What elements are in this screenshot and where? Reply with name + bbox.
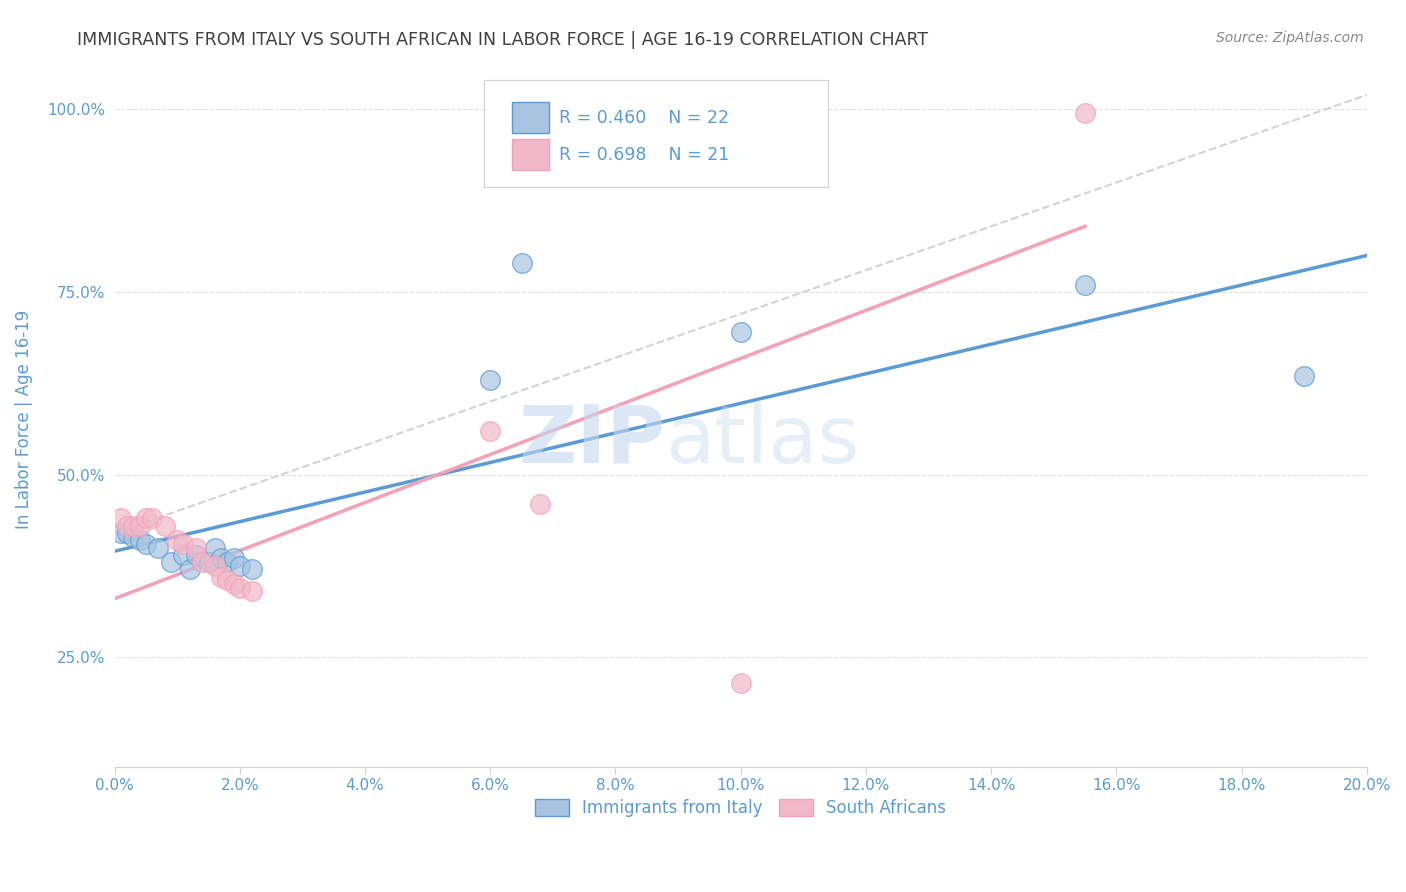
Point — [110, 525, 132, 540]
Point — [184, 548, 207, 562]
Point — [204, 558, 226, 573]
FancyBboxPatch shape — [512, 139, 550, 170]
Point — [229, 558, 252, 573]
Point — [479, 373, 502, 387]
Text: ZIP: ZIP — [519, 401, 665, 480]
Point — [148, 541, 170, 555]
Point — [222, 577, 245, 591]
Y-axis label: In Labor Force | Age 16-19: In Labor Force | Age 16-19 — [15, 310, 32, 529]
Point — [110, 511, 132, 525]
Legend: Immigrants from Italy, South Africans: Immigrants from Italy, South Africans — [529, 793, 953, 824]
Text: Source: ZipAtlas.com: Source: ZipAtlas.com — [1216, 31, 1364, 45]
Point — [1074, 277, 1097, 292]
Point — [122, 518, 145, 533]
Point — [529, 497, 551, 511]
Text: atlas: atlas — [665, 401, 860, 480]
Point — [209, 551, 232, 566]
FancyBboxPatch shape — [512, 102, 550, 133]
Point — [179, 562, 201, 576]
Point — [153, 518, 176, 533]
Point — [1074, 106, 1097, 120]
Point — [1294, 368, 1316, 383]
Point — [730, 675, 752, 690]
Point — [197, 555, 219, 569]
Point — [240, 584, 263, 599]
Point — [217, 555, 239, 569]
Point — [135, 537, 157, 551]
Point — [204, 541, 226, 555]
Point — [222, 551, 245, 566]
Point — [166, 533, 188, 548]
Point — [209, 570, 232, 584]
Point — [115, 525, 138, 540]
Point — [115, 518, 138, 533]
Point — [172, 537, 194, 551]
Point — [128, 518, 150, 533]
Point — [184, 541, 207, 555]
Point — [229, 581, 252, 595]
Text: R = 0.460    N = 22: R = 0.460 N = 22 — [560, 109, 730, 127]
Point — [479, 424, 502, 438]
Point — [172, 548, 194, 562]
Point — [240, 562, 263, 576]
Text: IMMIGRANTS FROM ITALY VS SOUTH AFRICAN IN LABOR FORCE | AGE 16-19 CORRELATION CH: IMMIGRANTS FROM ITALY VS SOUTH AFRICAN I… — [77, 31, 928, 49]
Point — [141, 511, 163, 525]
Point — [160, 555, 183, 569]
Point — [217, 574, 239, 588]
Point — [510, 256, 533, 270]
Point — [135, 511, 157, 525]
Point — [191, 555, 214, 569]
FancyBboxPatch shape — [484, 80, 828, 187]
Point — [122, 530, 145, 544]
Point — [128, 533, 150, 548]
Text: R = 0.698    N = 21: R = 0.698 N = 21 — [560, 145, 730, 164]
Point — [730, 325, 752, 339]
